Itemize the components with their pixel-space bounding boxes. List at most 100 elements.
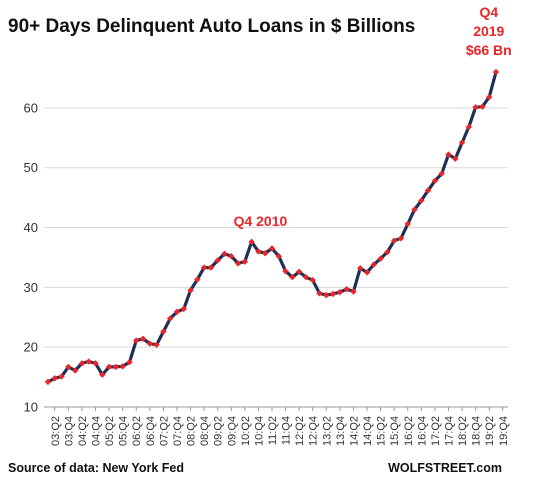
data-point — [363, 269, 371, 276]
data-point — [85, 358, 92, 365]
data-point — [302, 273, 310, 281]
data-point — [214, 257, 221, 264]
data-point — [44, 378, 52, 386]
data-point — [370, 261, 378, 268]
x-tick-label: 15:Q2 — [376, 416, 388, 446]
y-tick-label: 60 — [24, 100, 38, 115]
annotation-latest: Q4 2019 $66 Bn — [466, 4, 512, 58]
data-point — [465, 123, 473, 131]
annotation-latest-line: Q4 — [479, 4, 498, 20]
x-tick-label: 05:Q2 — [104, 416, 116, 446]
x-tick-label: 05:Q4 — [118, 416, 130, 446]
y-tick-label: 40 — [24, 220, 38, 235]
data-point — [404, 220, 411, 228]
data-point — [472, 104, 479, 111]
annotations: Q4 2010 Q4 2019 $66 Bn — [234, 4, 512, 229]
x-axis-ticks: 03:Q2 03:Q4 04:Q2 04:Q4 05:Q2 05:Q4 06:Q2 06:Q4… — [50, 407, 510, 446]
data-point — [65, 363, 72, 371]
x-tick-label: 09:Q4 — [226, 416, 238, 446]
data-point — [384, 248, 391, 256]
data-point — [295, 268, 303, 275]
x-tick-label: 04:Q2 — [77, 416, 89, 446]
x-tick-label: 07:Q2 — [158, 416, 170, 446]
gridlines — [44, 107, 508, 348]
data-point — [418, 197, 425, 204]
x-tick-label: 16:Q2 — [403, 416, 415, 446]
data-point — [153, 341, 160, 348]
data-point — [207, 264, 215, 271]
annotation-peak-2010: Q4 2010 — [234, 213, 288, 229]
data-point — [194, 276, 201, 283]
data-point — [78, 360, 86, 367]
chart-title: 90+ Days Delinquent Auto Loans in $ Bill… — [8, 16, 415, 37]
data-point — [282, 267, 289, 275]
x-tick-label: 12:Q4 — [308, 416, 320, 446]
x-tick-label: 19:Q4 — [498, 416, 510, 446]
x-tick-label: 08:Q2 — [186, 416, 198, 446]
data-point — [479, 103, 486, 110]
x-tick-label: 10:Q2 — [240, 416, 252, 446]
data-point — [112, 363, 120, 371]
x-tick-label: 06:Q4 — [145, 416, 157, 446]
x-tick-label: 11:Q2 — [267, 416, 279, 445]
data-point — [411, 206, 418, 213]
data-point — [309, 276, 316, 284]
x-tick-label: 04:Q4 — [91, 416, 103, 446]
data-point — [200, 264, 208, 271]
data-point — [268, 245, 276, 252]
x-tick-label: 12:Q2 — [294, 416, 306, 446]
data-point — [187, 287, 194, 294]
data-point — [146, 340, 154, 347]
data-point — [126, 358, 133, 366]
data-point — [58, 373, 65, 380]
x-tick-label: 08:Q4 — [199, 416, 211, 446]
data-point — [275, 253, 282, 260]
data-point — [133, 337, 140, 344]
data-point — [119, 363, 126, 370]
data-point — [92, 360, 99, 367]
data-point — [431, 177, 439, 185]
data-point — [228, 253, 235, 260]
y-tick-label: 30 — [24, 280, 38, 295]
annotation-latest-line: 2019 — [473, 23, 504, 39]
series-delinquent-auto-loans — [44, 68, 500, 386]
data-point — [221, 250, 228, 258]
y-tick-label: 20 — [24, 340, 38, 355]
x-tick-label: 13:Q2 — [321, 416, 333, 446]
x-tick-label: 07:Q4 — [172, 416, 184, 446]
data-point — [166, 315, 174, 322]
data-point — [452, 155, 459, 162]
x-tick-label: 18:Q4 — [471, 416, 483, 446]
data-point — [458, 139, 466, 146]
data-point — [390, 237, 398, 244]
x-tick-label: 03:Q2 — [50, 416, 62, 446]
x-tick-label: 14:Q2 — [348, 416, 360, 446]
x-tick-label: 15:Q4 — [389, 416, 401, 446]
x-tick-label: 17:Q2 — [430, 416, 442, 446]
data-point — [248, 238, 255, 246]
annotation-latest-line: $66 Bn — [466, 42, 512, 58]
data-point — [424, 187, 432, 194]
x-tick-label: 14:Q4 — [362, 416, 374, 446]
data-point — [492, 68, 500, 76]
data-point — [180, 305, 187, 313]
data-point — [105, 363, 113, 371]
x-tick-label: 16:Q4 — [416, 416, 428, 446]
data-point — [71, 367, 79, 374]
x-tick-label: 11:Q4 — [281, 416, 293, 445]
x-tick-label: 10:Q4 — [253, 416, 265, 446]
x-tick-label: 18:Q2 — [457, 416, 469, 446]
data-point — [139, 335, 147, 342]
data-point — [397, 235, 405, 242]
data-point — [316, 290, 323, 297]
watermark: WOLFSTREET.com — [388, 461, 502, 475]
data-point — [377, 255, 384, 262]
data-point — [160, 328, 167, 335]
data-point — [289, 273, 296, 281]
y-axis-ticks: 10 20 30 40 50 60 — [24, 100, 38, 414]
y-tick-label: 50 — [24, 160, 38, 175]
data-point — [343, 285, 350, 293]
data-point — [241, 258, 249, 265]
data-point — [99, 371, 106, 378]
